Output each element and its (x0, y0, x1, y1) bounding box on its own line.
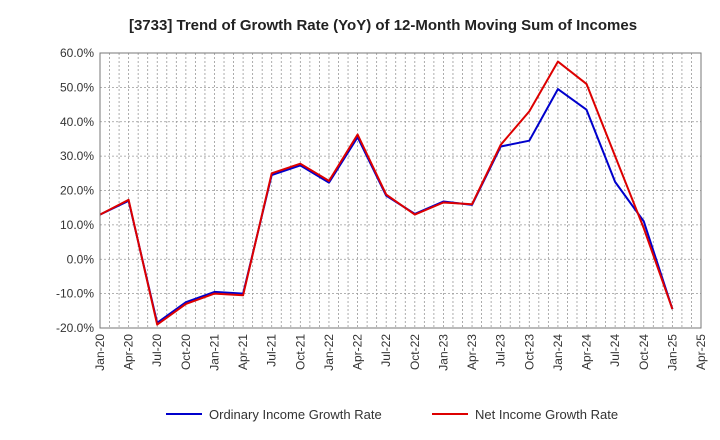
x-tick-label: Jan-22 (322, 334, 336, 371)
y-tick-label: 20.0% (60, 184, 94, 198)
x-tick-label: Oct-24 (637, 334, 651, 370)
x-axis: Jan-20 Apr-20 Jul-20 Oct-20 Jan-21 Apr-21 Jul-… (93, 334, 708, 371)
y-tick-label: 30.0% (60, 149, 94, 163)
grid (100, 53, 701, 328)
legend-label-2: Net Income Growth Rate (475, 407, 618, 422)
x-tick-label: Apr-25 (694, 334, 708, 370)
y-tick-label: -20.0% (56, 321, 94, 335)
series-line-2 (99, 60, 674, 326)
y-tick-label: 40.0% (60, 115, 94, 129)
y-tick-label: 60.0% (60, 46, 94, 60)
plot-frame (99, 52, 702, 329)
x-tick-label: Oct-22 (408, 334, 422, 370)
x-tick-label: Jan-24 (551, 334, 565, 371)
x-tick-label: Jul-21 (265, 334, 279, 367)
x-tick-label: Apr-23 (465, 334, 479, 370)
x-tick-label: Jul-24 (608, 334, 622, 367)
y-axis: 60.0% 50.0% 40.0% 30.0% 20.0% 10.0% 0.0% -10.0%… (56, 46, 94, 335)
chart-title: [3733] Trend of Growth Rate (YoY) of 12-… (129, 17, 637, 34)
x-tick-label: Jan-20 (93, 334, 107, 371)
x-tick-label: Oct-20 (179, 334, 193, 370)
x-tick-label: Apr-20 (122, 334, 136, 370)
x-tick-label: Jan-21 (207, 334, 221, 371)
legend: Ordinary Income Growth Rate Net Income Gr… (166, 407, 618, 422)
y-tick-label: 10.0% (60, 218, 94, 232)
x-tick-label: Jan-23 (436, 334, 450, 371)
y-tick-label: 0.0% (67, 252, 95, 266)
x-tick-label: Oct-21 (293, 334, 307, 370)
x-tick-label: Apr-24 (580, 334, 594, 370)
x-tick-label: Jul-20 (150, 334, 164, 367)
x-tick-label: Apr-22 (351, 334, 365, 370)
x-tick-label: Jul-22 (379, 334, 393, 367)
x-tick-label: Jan-25 (665, 334, 679, 371)
x-tick-label: Apr-21 (236, 334, 250, 370)
y-tick-label: -10.0% (56, 287, 94, 301)
x-tick-label: Oct-23 (522, 334, 536, 370)
y-tick-label: 50.0% (60, 80, 94, 94)
series-lines (99, 60, 674, 326)
x-tick-label: Jul-23 (494, 334, 508, 367)
legend-label-1: Ordinary Income Growth Rate (209, 407, 382, 422)
